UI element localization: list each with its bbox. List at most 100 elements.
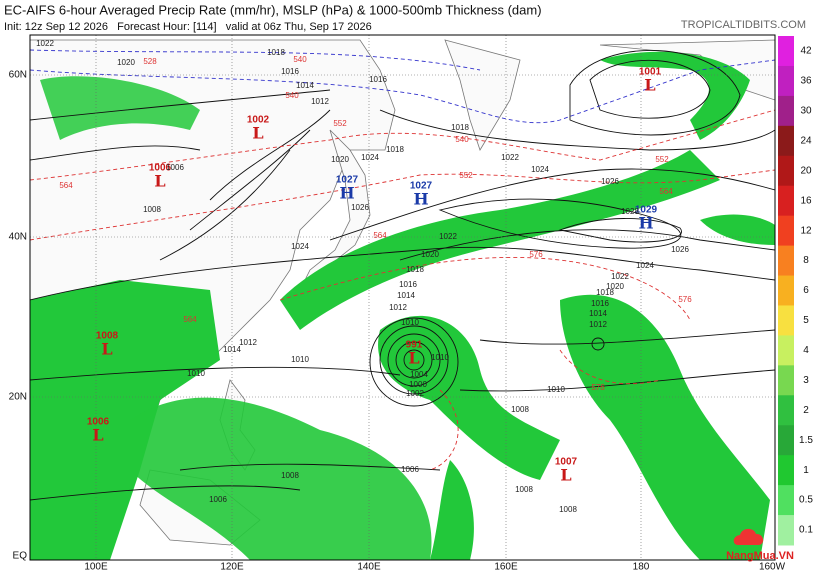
colorbar-label: 8 xyxy=(803,255,809,266)
thickness-label: 564 xyxy=(59,181,73,190)
thickness-label: 576 xyxy=(529,250,543,259)
isobar-label: 1024 xyxy=(361,153,379,162)
center-type: L xyxy=(644,76,655,95)
lat-label: 40N xyxy=(9,232,27,243)
isobar-label: 1006 xyxy=(209,495,227,504)
colorbar-label: 3 xyxy=(803,375,809,386)
isobar-label: 1026 xyxy=(671,245,689,254)
isobar-label: 1018 xyxy=(451,123,469,132)
isobar-label: 1016 xyxy=(399,280,417,289)
colorbar-label: 1.5 xyxy=(799,435,813,446)
center-value: 1008 xyxy=(96,331,119,342)
isobar-label: 1018 xyxy=(386,145,404,154)
colorbar-swatch xyxy=(778,95,794,127)
colorbar-label: 0.1 xyxy=(799,525,813,536)
center-value: 1006 xyxy=(87,417,110,428)
isobar-label: 1022 xyxy=(611,272,629,281)
isobar-label: 1018 xyxy=(406,265,424,274)
isobar-label: 1004 xyxy=(410,370,428,379)
colorbar-swatch xyxy=(778,395,794,426)
colorbar-swatch xyxy=(778,275,794,306)
lon-label: 100E xyxy=(84,562,108,573)
thickness-lines xyxy=(30,109,775,471)
isobar-label: 1024 xyxy=(291,242,309,251)
isobar-label: 1018 xyxy=(596,288,614,297)
colorbar-swatch xyxy=(778,155,794,187)
isobar-label: 1010 xyxy=(291,355,309,364)
thickness-label: 552 xyxy=(333,119,347,128)
colorbar-label: 42 xyxy=(800,46,812,57)
center-value: 1001 xyxy=(639,67,662,78)
watermark-group: NangMua.VN xyxy=(726,528,794,562)
center-value: 1006 xyxy=(149,163,172,174)
lat-label: EQ xyxy=(13,551,28,562)
subtitle: Init: 12z Sep 12 2026 Forecast Hour: [11… xyxy=(4,21,372,33)
isobar-label: 1024 xyxy=(636,261,654,270)
isobar-label: 1006 xyxy=(166,163,184,172)
colorbar-label: 0.5 xyxy=(799,495,813,506)
center-value: 1027 xyxy=(336,175,359,186)
colorbar-swatch xyxy=(778,305,794,336)
colorbar-label: 36 xyxy=(800,76,812,87)
isobar-label: 1014 xyxy=(397,291,415,300)
isobar-label: 1012 xyxy=(239,338,257,347)
thickness-label: 576 xyxy=(591,383,605,392)
isobar-label: 1000 xyxy=(409,380,427,389)
isobar-label: 1010 xyxy=(187,369,205,378)
colorbar-swatch xyxy=(778,185,794,217)
isobar-label: 1008 xyxy=(281,471,299,480)
center-type: H xyxy=(638,214,653,233)
isobar-label: 1008 xyxy=(515,485,533,494)
colorbar-label: 12 xyxy=(800,225,812,236)
thickness-label: 564 xyxy=(373,231,387,240)
colorbar-swatch xyxy=(778,485,794,516)
lon-label: 180 xyxy=(633,562,650,573)
isobar-label: 1020 xyxy=(331,155,349,164)
colorbar-label: 4 xyxy=(803,345,809,356)
isobar-label: 1020 xyxy=(117,58,135,67)
colorbar-label: 5 xyxy=(803,315,809,326)
isobar-label: 1008 xyxy=(559,505,577,514)
thickness-label: 540 xyxy=(455,135,469,144)
isobar-label: 1014 xyxy=(296,81,314,90)
colorbar-label: 1 xyxy=(803,465,809,476)
colorbar-swatch xyxy=(778,36,794,67)
isobars xyxy=(30,50,775,501)
center-value: 1027 xyxy=(410,181,433,192)
thickness-label: 552 xyxy=(459,171,473,180)
colorbar-swatch xyxy=(778,335,794,366)
isobar-label: 1014 xyxy=(223,345,241,354)
isobar-label: 1026 xyxy=(351,203,369,212)
center-type: L xyxy=(101,340,112,359)
thickness-label: 528 xyxy=(143,57,157,66)
brand: TROPICALTIDBITS.COM xyxy=(681,19,806,31)
lon-label: 160E xyxy=(494,562,518,573)
isobar-label: 1018 xyxy=(267,48,285,57)
map-frame xyxy=(29,34,776,561)
colorbar-label: 16 xyxy=(800,195,812,206)
lon-label: 120E xyxy=(220,562,244,573)
colorbar-label: 20 xyxy=(800,165,812,176)
colorbar-label: 30 xyxy=(800,105,812,116)
isobar-label: 1010 xyxy=(401,318,419,327)
center-value: 1029 xyxy=(635,205,658,216)
center-type: L xyxy=(560,466,571,485)
colorbar-label: 2 xyxy=(803,405,809,416)
thickness-label: 540 xyxy=(293,55,307,64)
colorbar-label: 6 xyxy=(803,285,809,296)
isobar-label: 1012 xyxy=(311,97,329,106)
isobar-label: 1016 xyxy=(281,67,299,76)
lat-label: 20N xyxy=(9,392,27,403)
center-type: H xyxy=(339,184,354,203)
isobar-label: 1024 xyxy=(531,165,549,174)
isobar-label: 1008 xyxy=(511,405,529,414)
lon-label: 160W xyxy=(759,562,786,573)
title: EC-AIFS 6-hour Averaged Precip Rate (mm/… xyxy=(4,2,542,17)
colorbar-swatch xyxy=(778,245,794,277)
colorbar-swatch xyxy=(778,365,794,396)
colorbar-label: 24 xyxy=(800,135,812,146)
center-type: L xyxy=(92,426,103,445)
colorbar: 42 36 30 24 20 16 12 8 6 5 4 3 2 1.5 1 0.5 0.1 xyxy=(778,36,813,546)
isobar-label: 1006 xyxy=(401,465,419,474)
